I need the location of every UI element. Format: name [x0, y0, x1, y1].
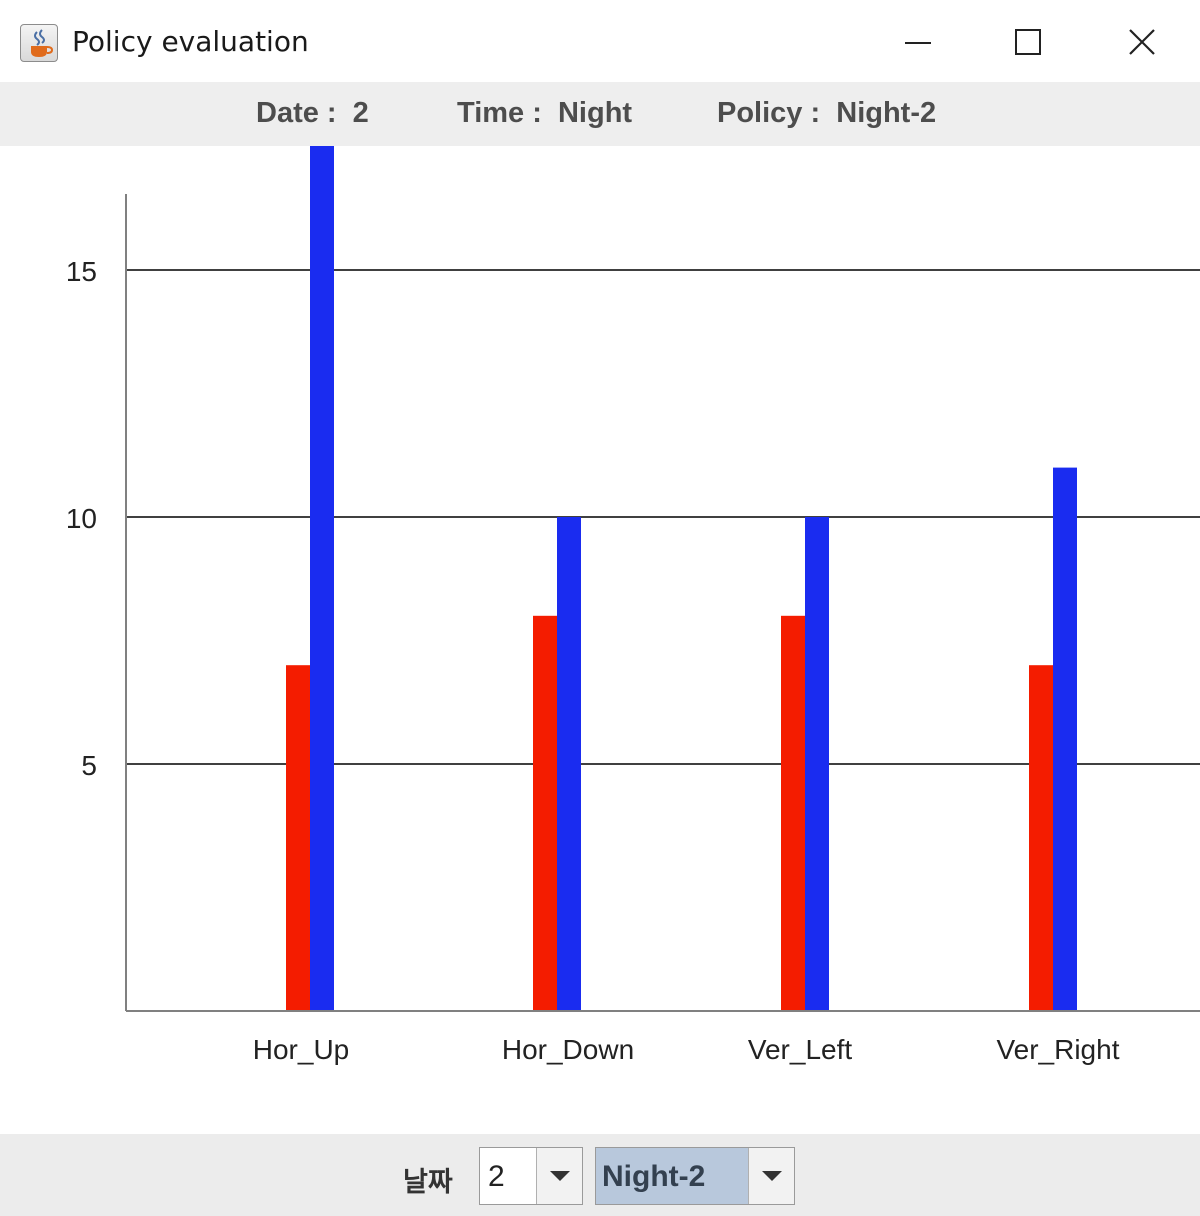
maximize-button[interactable]: [998, 18, 1058, 66]
policy-select-value: Night-2: [602, 1160, 706, 1193]
title-bar[interactable]: Policy evaluation: [0, 0, 1200, 82]
x-tick-label: Ver_Left: [748, 1034, 853, 1065]
x-tick-label: Hor_Up: [253, 1034, 349, 1065]
y-tick-label: 5: [81, 750, 97, 781]
bar-blue-hor-up: [310, 146, 334, 1011]
date-select-dropdown-button[interactable]: [536, 1148, 582, 1204]
bar-red-hor-up: [286, 665, 310, 1011]
close-icon: [1129, 29, 1155, 55]
policy-select-dropdown-button[interactable]: [748, 1148, 794, 1204]
info-bar: Date : 2 Time : Night Policy : Night-2: [0, 82, 1200, 146]
x-tick-label: Hor_Down: [502, 1034, 634, 1065]
time-info: Time : Night: [457, 97, 633, 129]
date-info: Date : 2: [256, 97, 369, 129]
policy-select[interactable]: Night-2: [595, 1147, 795, 1205]
minimize-button[interactable]: [888, 18, 948, 66]
bar-chart: 5 10 15 Hor_Up Hor_Down Ver_Left Ver_Right: [66, 146, 1200, 1065]
maximize-icon: [1015, 29, 1041, 55]
bottom-control-bar: 날짜 2 Night-2: [0, 1134, 1200, 1216]
close-button[interactable]: [1112, 18, 1172, 66]
x-tick-label: Ver_Right: [997, 1034, 1120, 1065]
bar-blue-ver-left: [805, 517, 829, 1011]
policy-info: Policy : Night-2: [717, 97, 937, 129]
date-label: 날짜: [403, 1167, 453, 1198]
bar-red-ver-right: [1029, 665, 1053, 1011]
date-select-value: 2: [488, 1160, 505, 1193]
minimize-icon: [905, 42, 931, 44]
window-title: Policy evaluation: [72, 25, 309, 58]
chart-area: 5 10 15 Hor_Up Hor_Down Ver_Left Ver_Right: [0, 146, 1200, 1134]
bar-red-hor-down: [533, 615, 557, 1011]
bar-red-ver-left: [781, 615, 805, 1011]
chevron-down-icon: [549, 1171, 570, 1181]
chevron-down-icon: [761, 1171, 782, 1181]
bar-blue-ver-right: [1053, 467, 1077, 1012]
y-tick-label: 10: [66, 503, 97, 534]
y-tick-label: 15: [66, 256, 97, 287]
date-select[interactable]: 2: [479, 1147, 583, 1205]
java-cup-icon: [20, 24, 58, 62]
bar-blue-hor-down: [557, 517, 581, 1011]
